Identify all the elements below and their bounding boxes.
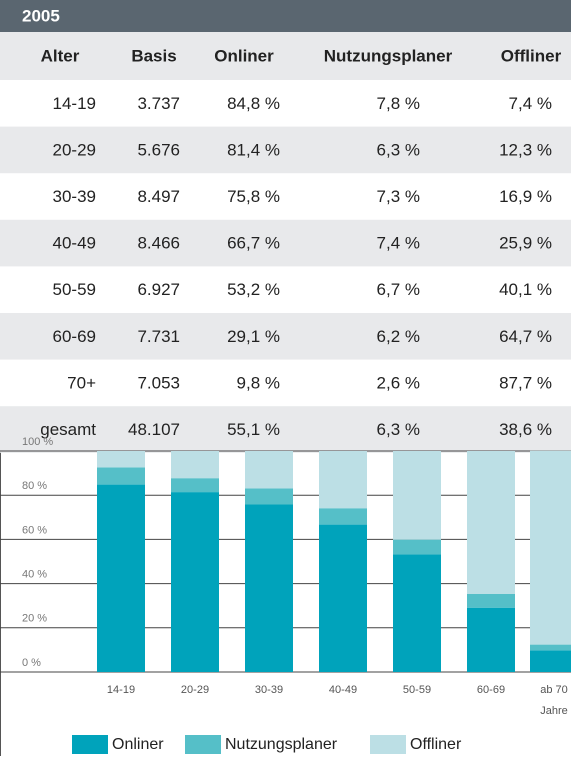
column-header: Nutzungsplaner	[324, 46, 453, 65]
y-tick-label: 100 %	[22, 436, 53, 448]
table-cell: gesamt	[40, 420, 96, 439]
table-cell: 25,9 %	[499, 234, 552, 253]
legend-label: Onliner	[112, 736, 164, 753]
bar-segment	[171, 478, 219, 493]
y-tick-label: 40 %	[22, 569, 47, 581]
bar-segment	[530, 450, 571, 645]
bar-segment	[467, 451, 515, 594]
bar-segment	[245, 504, 293, 672]
table-cell: 8.466	[137, 234, 180, 253]
table-cell: 6,3 %	[377, 140, 420, 159]
row-band	[0, 219, 571, 267]
table-cell: 12,3 %	[499, 140, 552, 159]
x-tick-label: ab 70	[540, 684, 568, 696]
bar-segment	[319, 451, 367, 509]
bar-segment	[530, 644, 571, 651]
table-cell: 29,1 %	[227, 327, 280, 346]
column-header: Offliner	[501, 46, 562, 65]
bar-segment	[319, 508, 367, 525]
legend-label: Offliner	[410, 736, 462, 753]
table-cell: 40-49	[53, 234, 96, 253]
x-tick-label: 60-69	[477, 684, 505, 696]
bar-segment	[393, 451, 441, 540]
x-tick-label: 50-59	[403, 684, 431, 696]
table-cell: 70+	[67, 373, 96, 392]
table-cell: 60-69	[53, 327, 96, 346]
legend-swatch	[72, 735, 108, 754]
bar-segment	[245, 488, 293, 505]
table-cell: 8.497	[137, 187, 180, 206]
legend-label: Nutzungsplaner	[225, 736, 338, 753]
bar-segment	[97, 484, 145, 672]
x-tick-label: 20-29	[181, 684, 209, 696]
table-cell: 14-19	[53, 94, 96, 113]
table-cell: 66,7 %	[227, 234, 280, 253]
table-cell: 50-59	[53, 280, 96, 299]
column-header: Alter	[41, 46, 80, 65]
table-cell: 7,4 %	[377, 234, 420, 253]
bar-segment	[171, 492, 219, 672]
table-cell: 75,8 %	[227, 187, 280, 206]
table-cell: 5.676	[137, 140, 180, 159]
table-cell: 7.731	[137, 327, 180, 346]
table-cell: 38,6 %	[499, 420, 552, 439]
bar-segment	[97, 467, 145, 485]
row-band	[0, 126, 571, 174]
row-band	[0, 406, 571, 453]
row-band	[0, 313, 571, 360]
table-cell: 2,6 %	[377, 373, 420, 392]
y-tick-label: 60 %	[22, 524, 47, 536]
bar-segment	[530, 650, 571, 672]
table-cell: 7,3 %	[377, 187, 420, 206]
title-bar	[0, 0, 571, 32]
table-cell: 87,7 %	[499, 373, 552, 392]
bar-segment	[393, 539, 441, 555]
bar-segment	[319, 524, 367, 672]
table-cell: 20-29	[53, 140, 96, 159]
table-cell: 64,7 %	[499, 327, 552, 346]
column-header: Basis	[131, 46, 176, 65]
table-cell: 7,8 %	[377, 94, 420, 113]
y-tick-label: 0 %	[22, 657, 41, 669]
bar-segment	[393, 554, 441, 672]
bar-segment	[467, 607, 515, 672]
table-cell: 6,7 %	[377, 280, 420, 299]
table-cell: 16,9 %	[499, 187, 552, 206]
table-cell: 53,2 %	[227, 280, 280, 299]
x-tick-label: 30-39	[255, 684, 283, 696]
x-axis-label: Jahre	[540, 705, 568, 717]
table-cell: 81,4 %	[227, 140, 280, 159]
table-cell: 30-39	[53, 187, 96, 206]
x-tick-label: 14-19	[107, 684, 135, 696]
table-cell: 40,1 %	[499, 280, 552, 299]
header-row	[0, 32, 571, 80]
table-title: 2005	[22, 6, 60, 25]
table-cell: 84,8 %	[227, 94, 280, 113]
table-cell: 7.053	[137, 373, 180, 392]
table-cell: 6.927	[137, 280, 180, 299]
table-cell: 6,2 %	[377, 327, 420, 346]
table-cell: 55,1 %	[227, 420, 280, 439]
table-cell: 7,4 %	[509, 94, 552, 113]
bar-segment	[245, 451, 293, 489]
table-cell: 6,3 %	[377, 420, 420, 439]
bar-segment	[97, 451, 145, 468]
y-tick-label: 20 %	[22, 613, 47, 625]
x-tick-label: 40-49	[329, 684, 357, 696]
column-header: Onliner	[214, 46, 274, 65]
legend-swatch	[370, 735, 406, 754]
y-tick-label: 80 %	[22, 480, 47, 492]
bar-segment	[467, 593, 515, 608]
table-cell: 3.737	[137, 94, 180, 113]
bar-segment	[171, 451, 219, 479]
table-cell: 9,8 %	[237, 373, 280, 392]
legend-swatch	[185, 735, 221, 754]
table-cell: 48.107	[128, 420, 180, 439]
